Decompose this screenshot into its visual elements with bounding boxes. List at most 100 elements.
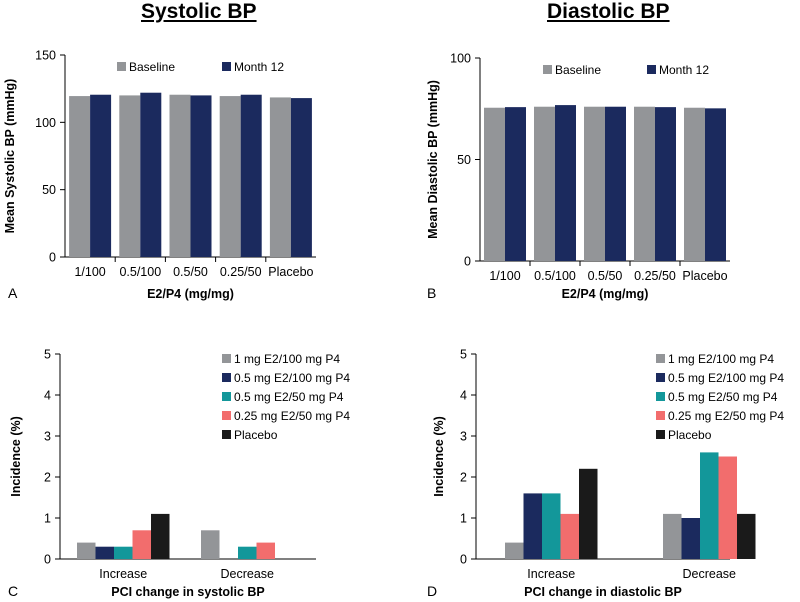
panel-d-bar-0-25-mg-e2-50-mg-p4-decrease bbox=[718, 456, 737, 559]
panel-c-legend-swatch bbox=[222, 411, 231, 420]
panel-a-bar-baseline-0-5-100 bbox=[119, 95, 141, 258]
panel-c-x-tick-label: Increase bbox=[99, 567, 147, 581]
panel-c-bar-0-5-mg-e2-100-mg-p4-increase bbox=[95, 546, 114, 559]
panel-c-legend-label: 0.5 mg E2/100 mg P4 bbox=[234, 371, 350, 385]
panel-b-legend-label: Baseline bbox=[555, 63, 601, 77]
panel-b-letter: B bbox=[427, 285, 436, 301]
panel-a-bar-month-12-1-100 bbox=[90, 94, 112, 257]
panel-b-bar-month-12-placebo bbox=[705, 108, 726, 262]
panel-d-bar-0-5-mg-e2-50-mg-p4-increase bbox=[542, 493, 561, 559]
panel-a-x-tick-label: 0.5/100 bbox=[119, 265, 161, 279]
panel-d-bar-1-mg-e2-100-mg-p4-increase bbox=[505, 542, 524, 559]
panel-a-bar-baseline-placebo bbox=[269, 97, 291, 257]
panel-c-bar-0-25-mg-e2-50-mg-p4-increase bbox=[132, 530, 151, 559]
panel-c-bar-1-mg-e2-100-mg-p4-decrease bbox=[201, 530, 220, 559]
panel-a-legend-label: Baseline bbox=[129, 60, 175, 74]
panel-c-y-tick-label: 1 bbox=[44, 512, 51, 526]
panel-b-y-axis-title: Mean Diastolic BP (mmHg) bbox=[426, 80, 440, 239]
panel-d-y-tick-label: 0 bbox=[460, 553, 467, 567]
panel-d-legend-label: 1 mg E2/100 mg P4 bbox=[668, 352, 774, 366]
panel-b-x-tick-label: 1/100 bbox=[489, 269, 520, 283]
panel-c-letter: C bbox=[8, 583, 18, 599]
panel-a-y-tick-label: 100 bbox=[35, 116, 56, 130]
panel-a-legend-label: Month 12 bbox=[234, 60, 284, 74]
panel-a-y-tick-label: 50 bbox=[42, 183, 56, 197]
panel-c-y-tick-label: 2 bbox=[44, 471, 51, 485]
panel-d-legend-swatch bbox=[656, 411, 665, 420]
panel-c-bar-0-25-mg-e2-50-mg-p4-decrease bbox=[256, 542, 275, 559]
panel-c-bar-0-5-mg-e2-50-mg-p4-increase bbox=[114, 546, 133, 559]
panel-c-legend-swatch bbox=[222, 373, 231, 382]
panel-c-legend-label: 0.25 mg E2/50 mg P4 bbox=[234, 409, 350, 423]
panel-a-x-tick-label: 0.5/50 bbox=[173, 265, 208, 279]
panel-a-bar-baseline-0-5-50 bbox=[169, 94, 191, 257]
panel-d-bar-1-mg-e2-100-mg-p4-decrease bbox=[663, 513, 682, 559]
panel-a-bar-baseline-0-25-50 bbox=[219, 96, 241, 257]
panel-b-x-axis-title: E2/P4 (mg/mg) bbox=[562, 287, 649, 301]
panel-d-bar-placebo-decrease bbox=[737, 513, 756, 559]
panel-d-y-tick-label: 5 bbox=[460, 348, 467, 362]
panel-b-x-tick-label: 0.5/100 bbox=[534, 269, 576, 283]
panel-a-legend-swatch bbox=[117, 62, 126, 71]
panel-c-y-tick-label: 5 bbox=[44, 348, 51, 362]
panel-d-x-tick-label: Decrease bbox=[683, 567, 737, 581]
panel-d-x-tick-label: Increase bbox=[527, 567, 575, 581]
panel-b-legend-swatch bbox=[647, 65, 656, 74]
panel-d-y-tick-label: 4 bbox=[460, 389, 467, 403]
panel-d-legend-swatch bbox=[656, 430, 665, 439]
panel-c-y-axis-title: Incidence (%) bbox=[9, 416, 23, 497]
panel-c-legend-swatch bbox=[222, 354, 231, 363]
panel-a-y-tick-label: 150 bbox=[35, 49, 56, 63]
panel-b-y-tick-label: 50 bbox=[457, 153, 471, 167]
panel-d-bar-0-5-mg-e2-100-mg-p4-decrease bbox=[681, 518, 700, 559]
panel-b-bar-baseline-0-25-50 bbox=[634, 106, 655, 261]
panel-a-x-axis-title: E2/P4 (mg/mg) bbox=[147, 287, 234, 301]
panel-c-legend-label: Placebo bbox=[234, 428, 278, 442]
panel-b-bar-month-12-1-100 bbox=[505, 107, 526, 261]
panel-a-bar-month-12-0-25-50 bbox=[240, 94, 262, 257]
panel-b-x-tick-label: 0.25/50 bbox=[634, 269, 676, 283]
panel-b-bar-month-12-0-5-100 bbox=[555, 105, 576, 261]
panel-a-y-axis-title: Mean Systolic BP (mmHg) bbox=[3, 79, 17, 234]
panel-c-legend-label: 0.5 mg E2/50 mg P4 bbox=[234, 390, 344, 404]
panel-a-x-tick-label: 0.25/50 bbox=[220, 265, 262, 279]
panel-d-bar-0-5-mg-e2-50-mg-p4-decrease bbox=[700, 452, 719, 559]
panel-c-bar-1-mg-e2-100-mg-p4-increase bbox=[77, 542, 96, 559]
panel-a-bar-month-12-0-5-100 bbox=[140, 92, 162, 257]
panel-b-y-tick-label: 0 bbox=[464, 255, 471, 269]
panel-b-bar-month-12-0-25-50 bbox=[655, 107, 676, 261]
panel-b-bar-baseline-placebo bbox=[684, 107, 705, 261]
panel-c-y-tick-label: 4 bbox=[44, 389, 51, 403]
panel-a-x-tick-label: 1/100 bbox=[74, 265, 105, 279]
panel-c-legend-swatch bbox=[222, 392, 231, 401]
panel-d-legend-swatch bbox=[656, 392, 665, 401]
panel-b-legend-swatch bbox=[543, 65, 552, 74]
panel-a-bar-month-12-0-5-50 bbox=[190, 95, 212, 258]
panel-d-x-axis-title: PCI change in diastolic BP bbox=[524, 585, 682, 599]
panel-b-bar-baseline-1-100 bbox=[484, 107, 505, 261]
panel-c-y-tick-label: 3 bbox=[44, 430, 51, 444]
panel-d-legend-swatch bbox=[656, 354, 665, 363]
panel-d-y-tick-label: 1 bbox=[460, 512, 467, 526]
panel-b-x-tick-label: 0.5/50 bbox=[588, 269, 623, 283]
panel-c-legend-swatch bbox=[222, 430, 231, 439]
panel-d-legend-label: Placebo bbox=[668, 428, 712, 442]
panel-a-legend-swatch bbox=[222, 62, 231, 71]
panel-d-legend-label: 0.5 mg E2/100 mg P4 bbox=[668, 371, 784, 385]
panel-d-letter: D bbox=[427, 583, 437, 599]
panel-d-legend-label: 0.25 mg E2/50 mg P4 bbox=[668, 409, 784, 423]
panel-b-x-tick-label: Placebo bbox=[682, 269, 727, 283]
panel-a-bar-month-12-placebo bbox=[290, 98, 312, 258]
panel-c-bar-placebo-increase bbox=[151, 513, 170, 559]
panel-c-bar-0-5-mg-e2-50-mg-p4-decrease bbox=[238, 546, 257, 559]
panel-b-bar-baseline-0-5-50 bbox=[584, 106, 605, 261]
panel-d-y-tick-label: 2 bbox=[460, 471, 467, 485]
panel-c-x-tick-label: Decrease bbox=[221, 567, 275, 581]
heading-diastolic-bp: Diastolic BP bbox=[547, 0, 670, 23]
panel-d-y-tick-label: 3 bbox=[460, 430, 467, 444]
panel-b-bar-month-12-0-5-50 bbox=[605, 106, 626, 261]
panel-a-x-tick-label: Placebo bbox=[268, 265, 313, 279]
panel-a-letter: A bbox=[8, 285, 18, 301]
